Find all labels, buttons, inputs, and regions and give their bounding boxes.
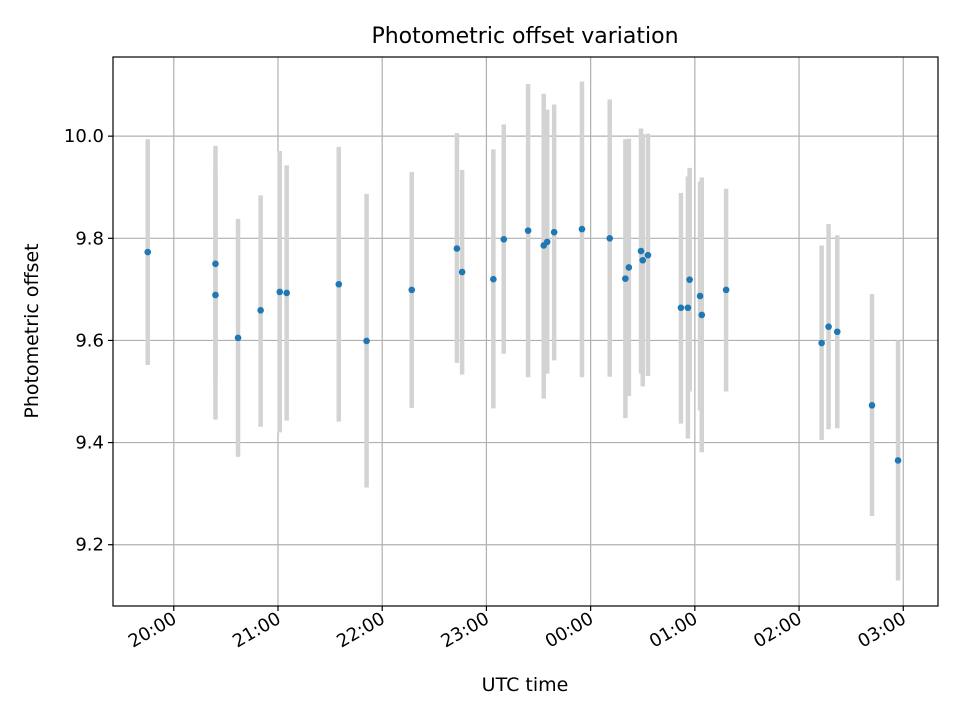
- x-axis-label: UTC time: [482, 674, 569, 696]
- data-point: [696, 292, 704, 300]
- data-point: [644, 251, 652, 259]
- data-point: [144, 248, 152, 256]
- data-point: [550, 228, 558, 236]
- data-point: [894, 457, 902, 464]
- data-point: [234, 334, 242, 342]
- data-point: [622, 275, 629, 282]
- data-point: [490, 275, 497, 283]
- chart-title: Photometric offset variation: [371, 24, 678, 49]
- data-point: [677, 304, 685, 312]
- plot-area: [113, 57, 938, 606]
- data-point: [868, 401, 876, 409]
- data-point: [833, 328, 841, 336]
- data-point: [625, 264, 633, 271]
- y-tick-label: 10.0: [64, 126, 104, 147]
- data-point: [698, 311, 706, 319]
- grid-lines: [113, 57, 938, 606]
- plot-frame: [112, 56, 939, 607]
- y-tick-label: 9.4: [75, 433, 104, 454]
- data-point: [684, 304, 692, 312]
- y-tick-label: 9.6: [75, 330, 104, 351]
- data-point: [212, 291, 219, 299]
- data-point: [212, 260, 219, 268]
- data-point: [606, 234, 614, 242]
- y-axis-ticks: 9.2 9.4 9.6 9.8 10.0: [64, 126, 113, 556]
- data-point: [543, 238, 551, 246]
- data-point: [458, 268, 466, 276]
- y-axis-label: Photometric offset: [21, 243, 43, 418]
- data-point: [335, 280, 343, 288]
- data-point: [276, 288, 284, 296]
- data-point: [578, 225, 586, 233]
- data-point: [818, 339, 825, 347]
- data-point: [363, 337, 370, 345]
- data-point: [686, 276, 693, 283]
- y-tick-label: 9.2: [75, 535, 104, 556]
- data-point: [453, 245, 461, 252]
- data-point: [524, 227, 532, 234]
- data-point: [283, 289, 290, 297]
- data-point: [257, 307, 264, 314]
- y-tick-label: 9.8: [75, 228, 104, 249]
- data-point: [408, 286, 416, 294]
- data-point: [722, 286, 730, 294]
- data-points: [144, 225, 902, 464]
- data-point: [639, 256, 647, 264]
- data-point: [500, 236, 508, 243]
- data-point: [637, 247, 645, 255]
- data-point: [825, 323, 832, 330]
